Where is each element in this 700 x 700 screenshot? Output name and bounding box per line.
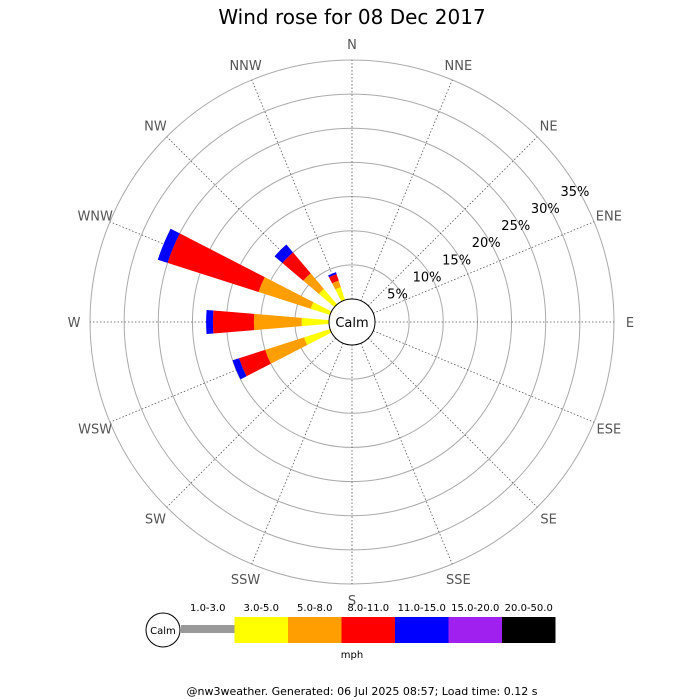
- bar-wsw-3.0-5.0: [304, 329, 332, 346]
- grid-ring-6: [123, 93, 581, 551]
- radial-tick-label: 30%: [531, 202, 560, 217]
- legend-bin-label: 20.0-50.0: [505, 603, 553, 614]
- spoke-nne: [360, 79, 453, 301]
- direction-label-n: N: [347, 38, 357, 53]
- spoke-ne: [367, 136, 538, 307]
- spoke-se: [367, 337, 538, 508]
- legend-calm-label: Calm: [150, 626, 176, 637]
- wind-bars: [157, 228, 345, 380]
- chart-title: Wind rose for 08 Dec 2017: [218, 5, 485, 29]
- direction-label-sw: SW: [145, 513, 166, 528]
- bar-nnw-5.0-8.0: [332, 280, 341, 290]
- spoke-sse: [360, 343, 453, 565]
- legend-unit: mph: [341, 650, 363, 661]
- bar-nnw-11.0-15.0: [328, 272, 337, 278]
- spoke-nnw: [251, 79, 344, 301]
- bar-wnw-11.0-15.0: [157, 228, 180, 263]
- direction-label-nw: NW: [144, 119, 167, 134]
- direction-label-nnw: NNW: [229, 59, 261, 74]
- bar-w-3.0-5.0: [301, 317, 330, 327]
- bar-wsw-8.0-11.0: [239, 349, 271, 377]
- radial-percent-labels: 5% 10%15%20%25%30%35%: [387, 185, 589, 302]
- speed-legend: Calm 1.0-3.0 3.0-5.0 5.0-8.0 8.0-11.0 11.0-1…: [145, 603, 556, 661]
- bar-wnw-3.0-5.0: [310, 302, 332, 315]
- bar-nnw-3.0-5.0: [335, 287, 345, 302]
- bar-nnw-8.0-11.0: [328, 274, 339, 284]
- direction-label-w: W: [68, 316, 81, 331]
- legend-calm-circle: [145, 612, 181, 648]
- spoke-ene: [373, 221, 595, 314]
- direction-label-sse: SSE: [446, 573, 471, 588]
- radial-tick-label: 35%: [560, 185, 589, 200]
- grid-ring-5: [157, 127, 547, 517]
- bar-w-11.0-15.0: [206, 309, 214, 335]
- bar-wsw-5.0-8.0: [265, 337, 308, 364]
- bar-nw-3.0-5.0: [318, 288, 338, 308]
- calm-circle: Calm: [328, 298, 376, 346]
- direction-labels: N NNE NE ENE E ESE SE SSE S SSW SW WSW W WNW NW NNW: [68, 38, 635, 609]
- radial-tick-label: 20%: [472, 236, 501, 251]
- direction-label-ssw: SSW: [231, 573, 261, 588]
- legend-bin-label: 15.0-20.0: [451, 603, 499, 614]
- direction-label-s: S: [348, 594, 356, 609]
- direction-label-wsw: WSW: [78, 422, 112, 437]
- legend-swatch-5.0-8.0: [288, 617, 342, 643]
- legend-bin-label: 11.0-15.0: [398, 603, 446, 614]
- direction-label-ne: NE: [540, 119, 558, 134]
- legend-bin-label: 5.0-8.0: [297, 603, 332, 614]
- legend-swatch-8.0-11.0: [341, 617, 395, 643]
- radial-tick-label: 15%: [442, 253, 471, 268]
- spoke-sw: [166, 337, 337, 508]
- bar-nw-5.0-8.0: [303, 273, 324, 294]
- calm-label: Calm: [335, 316, 368, 331]
- spoke-ssw: [251, 343, 344, 565]
- radial-tick-label: 10%: [413, 270, 442, 285]
- radial-tick-label: 25%: [501, 219, 530, 234]
- bar-w-5.0-8.0: [253, 313, 302, 331]
- legend-bin-label: 3.0-5.0: [244, 603, 279, 614]
- bar-wsw-11.0-15.0: [232, 358, 247, 380]
- footer-text: @nw3weather. Generated: 06 Jul 2025 08:5…: [187, 685, 538, 698]
- direction-label-ene: ENE: [596, 210, 622, 225]
- bar-wnw-5.0-8.0: [258, 277, 314, 309]
- direction-label-nne: NNE: [445, 59, 473, 74]
- bar-w-8.0-11.0: [212, 310, 255, 334]
- legend-bin-label: 1.0-3.0: [190, 603, 225, 614]
- legend-swatch-20.0-50.0: [502, 617, 556, 643]
- direction-label-ese: ESE: [596, 422, 621, 437]
- direction-label-se: SE: [540, 513, 556, 528]
- legend-swatch-3.0-5.0: [234, 617, 288, 643]
- legend-swatch-11.0-15.0: [395, 617, 449, 643]
- bar-nw-8.0-11.0: [282, 252, 311, 281]
- radial-tick-label: 5%: [387, 287, 408, 302]
- direction-label-wnw: WNW: [77, 210, 113, 225]
- legend-swatch-1.0-3.0: [181, 625, 235, 633]
- legend-bin-label: 8.0-11.0: [347, 603, 389, 614]
- bar-wnw-8.0-11.0: [167, 233, 265, 293]
- spoke-ese: [373, 330, 595, 423]
- legend-swatch-15.0-20.0: [448, 617, 502, 643]
- bar-nw-11.0-15.0: [274, 244, 293, 263]
- direction-label-e: E: [626, 316, 634, 331]
